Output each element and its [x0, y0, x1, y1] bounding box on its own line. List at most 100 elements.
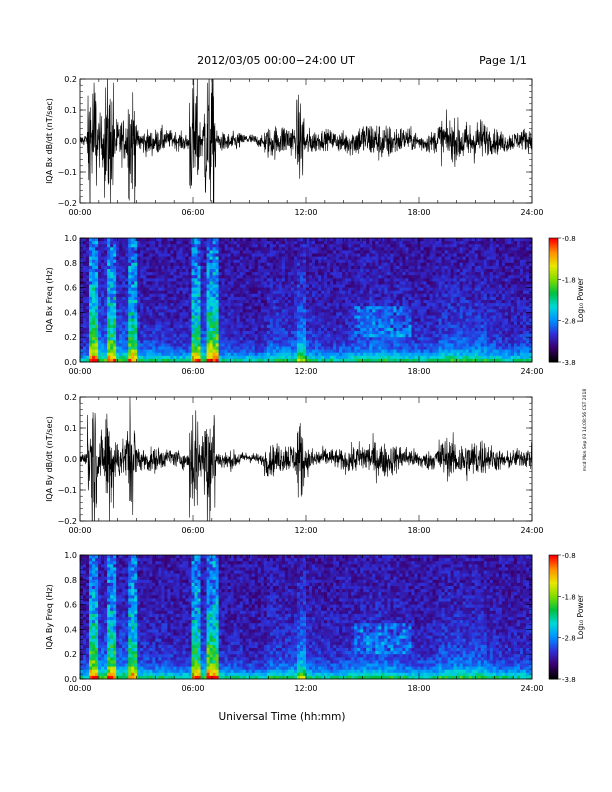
colorbar-swatch [549, 316, 558, 320]
colorbar-swatch [549, 672, 558, 676]
y-tick-label: 0.2 [64, 333, 77, 342]
colorbar-swatch [549, 639, 558, 643]
colorbar-swatch [549, 600, 558, 604]
colorbar-swatch [549, 596, 558, 599]
colorbar-swatch [549, 256, 558, 260]
plot-frame [79, 78, 533, 204]
colorbar-swatch [549, 660, 558, 663]
colorbar-swatch [549, 619, 558, 622]
spectrogram-cells [80, 555, 533, 680]
colorbar-swatch [549, 347, 558, 351]
colorbar-swatch [549, 266, 558, 270]
colorbar-swatch [549, 567, 558, 570]
colorbar-swatch [549, 559, 558, 562]
colorbar-swatch [549, 563, 558, 566]
colorbar-swatch [549, 300, 558, 303]
colorbar-swatch [549, 656, 558, 659]
colorbar-swatch [549, 670, 558, 674]
y-tick-label: 0.0 [64, 358, 77, 367]
colorbar-swatch [549, 242, 558, 245]
colorbar-swatch [549, 610, 558, 614]
signal-trace [80, 79, 532, 203]
colorbar-swatch [549, 625, 558, 628]
colorbar-swatch [549, 250, 558, 253]
colorbar-swatch [549, 674, 558, 678]
x-tick-label: 24:00 [520, 684, 543, 693]
x-tick-label: 24:00 [520, 208, 543, 217]
colorbar-swatch [549, 648, 558, 651]
y-tick-label: 0.2 [64, 393, 77, 402]
y-tick-label: 0.0 [64, 455, 77, 464]
colorbar-swatch [549, 252, 558, 256]
colorbar-tick-label: -0.8 [562, 235, 576, 243]
side-stamp: mcd Mon Sep 03 14:08:56 CST 2018 [582, 389, 588, 472]
colorbar-swatch [549, 283, 558, 287]
colorbar-swatch [549, 652, 558, 655]
x-tick-label: 06:00 [181, 367, 204, 376]
colorbar-tick-label: -2.8 [562, 635, 576, 643]
colorbar-swatch [549, 581, 558, 585]
colorbar-by: -0.8 -1.8 -2.8 -3.8 Log₁₀ Power [548, 552, 585, 684]
colorbar-swatch [549, 623, 558, 626]
colorbar-swatch [549, 614, 558, 618]
colorbar-tick-label: -2.8 [562, 318, 576, 326]
colorbar-swatch [549, 295, 558, 299]
colorbar-swatch [549, 339, 558, 342]
colorbar-swatch [549, 269, 558, 272]
colorbar-swatch [549, 617, 558, 620]
colorbar-swatch [549, 306, 558, 309]
colorbar-swatch [549, 577, 558, 581]
colorbar-swatch [549, 281, 558, 284]
colorbar-swatch [549, 333, 558, 336]
colorbar-swatch [549, 569, 558, 573]
colorbar-swatch [549, 310, 558, 313]
colorbar-swatch [549, 248, 558, 251]
y-tick-label: −0.2 [58, 199, 77, 208]
colorbar-swatch [549, 351, 558, 355]
colorbar-swatch [549, 244, 558, 247]
y-axis-label: IQA Bx dB/dt (nT/sec) [45, 98, 54, 184]
y-tick-label: 1.0 [64, 551, 77, 560]
colorbar-bx: -0.8 -1.8 -2.8 -3.8 Log₁₀ Power [548, 235, 585, 367]
colorbar-swatch [549, 326, 558, 330]
colorbar-tick-label: -1.8 [562, 593, 576, 601]
colorbar-swatch [549, 633, 558, 637]
colorbar-swatch [549, 359, 558, 363]
colorbar-swatch [549, 590, 558, 593]
x-tick-label: 24:00 [520, 367, 543, 376]
y-tick-label: 0.2 [64, 75, 77, 84]
colorbar-swatch [549, 353, 558, 357]
page-indicator: Page 1/1 [479, 54, 527, 67]
colorbar-swatch [549, 561, 558, 564]
panel-by-spectrogram: 00:00 06:00 12:00 18:00 24:00 1.0 0.8 0.6 0.4 0.2… [45, 551, 544, 693]
colorbar-swatch [549, 314, 558, 318]
y-tick-label: 0.0 [64, 137, 77, 146]
colorbar-swatch [549, 264, 558, 268]
x-tick-label: 00:00 [68, 208, 91, 217]
x-tick-label: 18:00 [407, 208, 430, 217]
colorbar-swatch [549, 289, 558, 293]
colorbar-swatch [549, 594, 558, 597]
x-tick-label: 12:00 [294, 367, 317, 376]
spectrogram-cells [80, 238, 533, 363]
colorbar-swatch [549, 666, 558, 670]
colorbar-swatch [549, 645, 558, 649]
y-tick-label: 0.1 [64, 424, 77, 433]
colorbar-swatch [549, 654, 558, 657]
panel-bx-dbdt: 00:00 06:00 12:00 18:00 24:00 0.2 0.1 0.0 −0.1 −0… [45, 75, 544, 217]
y-tick-label: 1.0 [64, 234, 77, 243]
plot-frame [79, 237, 533, 363]
y-axis-label: IQA By Freq (Hz) [45, 584, 54, 650]
y-tick-label: 0.1 [64, 106, 77, 115]
x-tick-label: 00:00 [68, 367, 91, 376]
y-tick-label: −0.1 [58, 486, 77, 495]
colorbar-swatch [549, 637, 558, 641]
colorbar-swatch [549, 571, 558, 575]
colorbar-swatch [549, 621, 558, 624]
colorbar-swatch [549, 604, 558, 608]
colorbar-swatch [549, 324, 558, 328]
colorbar-swatch [549, 631, 558, 635]
colorbar-swatch [549, 606, 558, 610]
y-axis-label: IQA By dB/dt (nT/sec) [45, 416, 54, 502]
